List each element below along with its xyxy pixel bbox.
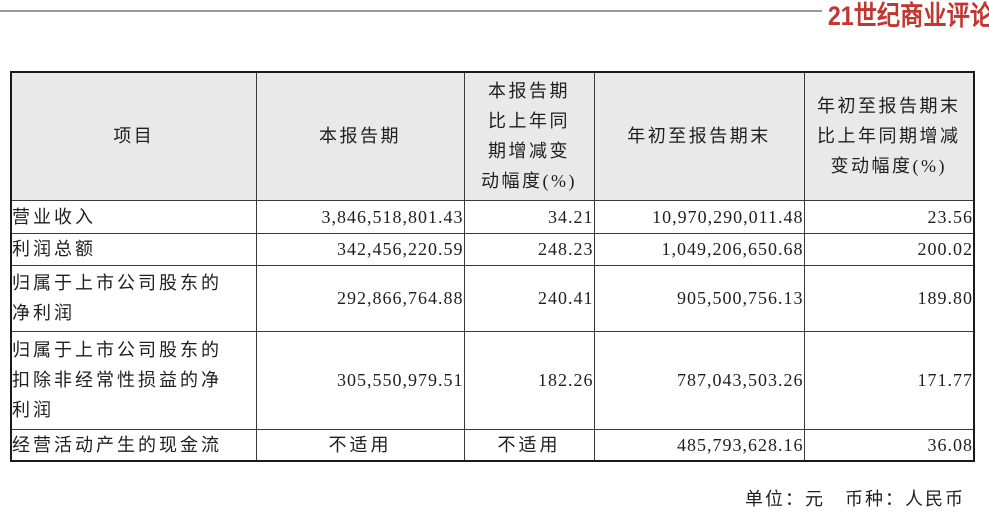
cell-ytd-change: 200.02 bbox=[803, 232, 975, 266]
table-row-net-profit-excl-nonrecurring: 归属于上市公司股东的 扣除非经常性损益的净 利润 305,550,979.51 … bbox=[10, 330, 975, 430]
table-header-row: 项目 本报告期 本报告期 比上年同 期增减变 动幅度(%) 年初至报告期末 年初… bbox=[10, 71, 975, 201]
row-label: 营业收入 bbox=[10, 199, 257, 234]
cell-current-period-change: 34.21 bbox=[463, 199, 595, 234]
cell-ytd: 787,043,503.26 bbox=[593, 330, 805, 430]
financial-summary-table: 项目 本报告期 本报告期 比上年同 期增减变 动幅度(%) 年初至报告期末 年初… bbox=[10, 71, 975, 462]
header-cell-ytd-change: 年初至报告期末 比上年同期增减 变动幅度(%) bbox=[803, 71, 975, 201]
cell-ytd: 1,049,206,650.68 bbox=[593, 232, 805, 266]
header-cell-current-period: 本报告期 bbox=[255, 71, 465, 201]
cell-ytd: 10,970,290,011.48 bbox=[593, 199, 805, 234]
unit-currency-note: 单位：元 币种：人民币 bbox=[745, 489, 965, 509]
cell-current-period-change: 不适用 bbox=[463, 428, 595, 462]
header-cell-current-period-change: 本报告期 比上年同 期增减变 动幅度(%) bbox=[463, 71, 595, 201]
table-row-net-profit: 归属于上市公司股东的 净利润 292,866,764.88 240.41 905… bbox=[10, 264, 975, 332]
table-row-operating-revenue: 营业收入 3,846,518,801.43 34.21 10,970,290,0… bbox=[10, 199, 975, 234]
cell-current-period: 342,456,220.59 bbox=[255, 232, 465, 266]
row-label: 归属于上市公司股东的 扣除非经常性损益的净 利润 bbox=[10, 330, 257, 430]
cell-current-period: 305,550,979.51 bbox=[255, 330, 465, 430]
cell-ytd-change: 171.77 bbox=[803, 330, 975, 430]
cell-ytd: 485,793,628.16 bbox=[593, 428, 805, 462]
row-label: 利润总额 bbox=[10, 232, 257, 266]
table-row-operating-cash-flow: 经营活动产生的现金流 不适用 不适用 485,793,628.16 36.08 bbox=[10, 428, 975, 462]
cell-current-period-change: 182.26 bbox=[463, 330, 595, 430]
cell-ytd: 905,500,756.13 bbox=[593, 264, 805, 332]
cell-current-period-change: 248.23 bbox=[463, 232, 595, 266]
cell-ytd-change: 36.08 bbox=[803, 428, 975, 462]
header-cell-item: 项目 bbox=[10, 71, 257, 201]
brand-logo: 21世纪商业评论 bbox=[827, 1, 989, 31]
cell-ytd-change: 23.56 bbox=[803, 199, 975, 234]
row-label: 经营活动产生的现金流 bbox=[10, 428, 257, 462]
cell-current-period: 3,846,518,801.43 bbox=[255, 199, 465, 234]
row-label: 归属于上市公司股东的 净利润 bbox=[10, 264, 257, 332]
cell-ytd-change: 189.80 bbox=[803, 264, 975, 332]
cell-current-period: 292,866,764.88 bbox=[255, 264, 465, 332]
cell-current-period: 不适用 bbox=[255, 428, 465, 462]
header-divider-line bbox=[0, 10, 822, 12]
header-cell-ytd: 年初至报告期末 bbox=[593, 71, 805, 201]
table-row-total-profit: 利润总额 342,456,220.59 248.23 1,049,206,650… bbox=[10, 232, 975, 266]
cell-current-period-change: 240.41 bbox=[463, 264, 595, 332]
